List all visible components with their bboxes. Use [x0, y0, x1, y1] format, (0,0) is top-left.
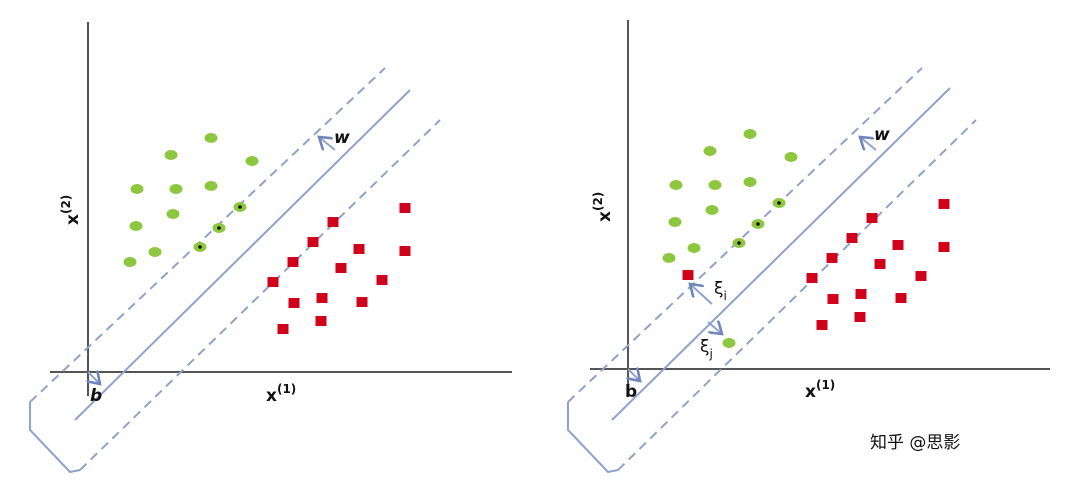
margin-bracket — [567, 402, 619, 474]
support-vector-dot — [217, 226, 221, 230]
red-point — [376, 275, 388, 285]
green-point — [662, 253, 676, 263]
red-point — [288, 298, 300, 308]
y-axis-label: x(2) — [591, 192, 615, 222]
slack-j-sub: j — [708, 347, 712, 361]
green-point — [123, 257, 137, 267]
bias-label: b — [90, 386, 102, 406]
green-point — [669, 180, 683, 190]
green-point — [130, 184, 144, 194]
normal-label: w — [874, 125, 890, 145]
support-vector-dot — [198, 245, 202, 249]
red-point — [874, 259, 886, 269]
y-axis-label: x(2) — [59, 195, 83, 225]
x-axis-label-sup: (1) — [277, 382, 296, 396]
bias-label: b — [625, 382, 637, 402]
green-point — [743, 129, 757, 139]
slack-i-label: ξi — [714, 279, 727, 303]
green-point — [204, 181, 218, 191]
x-axis-label: x(1) — [805, 378, 835, 402]
hyperplane — [74, 89, 411, 421]
slack-i-base: ξ — [714, 279, 723, 299]
red-point — [816, 320, 828, 330]
red-point — [806, 273, 818, 283]
hyperplane — [611, 87, 951, 421]
red-point — [895, 293, 907, 303]
green-outlier — [722, 338, 736, 348]
green-point — [668, 217, 682, 227]
red-point — [915, 271, 927, 281]
y-axis-label-sup: (2) — [59, 195, 73, 214]
green-point — [705, 205, 719, 215]
red-point — [335, 263, 347, 273]
red-point — [855, 289, 867, 299]
red-point — [854, 312, 866, 322]
green-point — [169, 184, 183, 194]
y-axis-label-base: x — [63, 214, 83, 225]
support-vector-dot — [737, 241, 741, 245]
red-point — [938, 199, 950, 209]
green-point — [687, 243, 701, 253]
green-point — [245, 156, 259, 166]
bias-arrow — [88, 372, 100, 384]
x-axis-label-sup: (1) — [816, 378, 835, 392]
green-point — [129, 221, 143, 231]
green-point — [784, 152, 798, 162]
red-point — [826, 253, 838, 263]
normal-label: w — [334, 128, 350, 148]
green-point — [148, 247, 162, 257]
x-axis-label-base: x — [805, 382, 816, 402]
red-point — [938, 242, 950, 252]
red-point — [327, 217, 339, 227]
red-point — [356, 297, 368, 307]
left-panel: w b x(1) x(2) — [29, 22, 512, 474]
support-vector-dot — [756, 222, 760, 226]
red-point — [287, 257, 299, 267]
support-vector-dot — [238, 205, 242, 209]
red-point — [267, 277, 279, 287]
watermark: 知乎 @思影 — [870, 433, 960, 453]
margin-bracket — [29, 402, 81, 474]
red-point — [353, 244, 365, 254]
slack-i-sub: i — [723, 289, 726, 303]
green-point — [204, 133, 218, 143]
red-point — [399, 246, 411, 256]
margin-lower — [617, 119, 977, 471]
green-point — [703, 146, 717, 156]
red-point — [892, 240, 904, 250]
slack-j-base: ξ — [700, 337, 709, 357]
slack-j-label: ξj — [700, 337, 713, 361]
red-point — [277, 324, 289, 334]
y-axis-label-base: x — [595, 211, 615, 222]
green-point — [743, 177, 757, 187]
slack-j-arrow — [707, 322, 722, 334]
support-vector-dot — [777, 201, 781, 205]
green-point — [166, 209, 180, 219]
green-point — [164, 150, 178, 160]
margin-upper — [567, 67, 923, 403]
margin-upper — [29, 67, 386, 403]
right-panel: w b x(1) x(2) ξi ξj — [567, 20, 1050, 474]
bias-arrow — [628, 369, 640, 381]
y-axis-label-sup: (2) — [591, 192, 605, 211]
red-outlier — [682, 270, 694, 280]
red-point — [827, 294, 839, 304]
normal-arrow — [319, 137, 336, 151]
red-point — [846, 233, 858, 243]
margin-lower — [79, 119, 441, 471]
red-point — [399, 203, 411, 213]
slack-i-arrow — [690, 284, 713, 305]
red-point — [307, 237, 319, 247]
green-point — [708, 180, 722, 190]
x-axis-label-base: x — [266, 386, 277, 406]
red-point — [866, 213, 878, 223]
red-point — [315, 316, 327, 326]
normal-arrow — [860, 137, 877, 151]
red-point — [316, 293, 328, 303]
x-axis-label: x(1) — [266, 382, 296, 406]
